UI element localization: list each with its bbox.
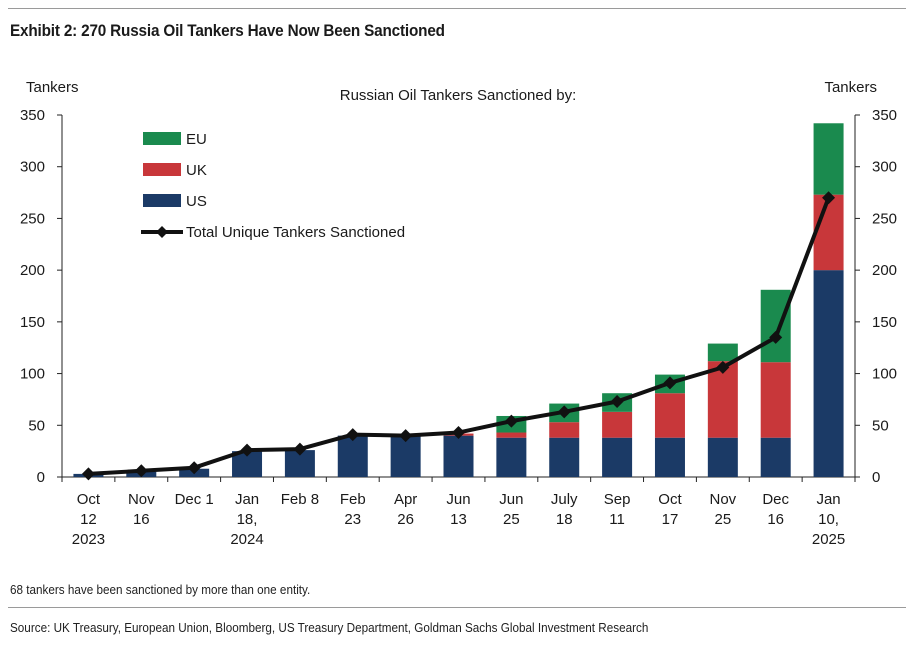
total-line-marker	[240, 443, 254, 457]
bar-us	[390, 435, 421, 477]
x-tick-label: Apr 26	[394, 491, 417, 528]
bar-us	[496, 437, 527, 477]
bar-uk	[760, 362, 791, 438]
y-axis-label-right: Tankers	[824, 79, 877, 96]
x-tick-label: Oct 12 2023	[72, 491, 105, 548]
total-line-marker	[504, 414, 518, 428]
legend-label-uk: UK	[186, 162, 207, 179]
x-tick-label: Jan 18, 2024	[230, 491, 263, 548]
total-line-marker	[187, 461, 201, 475]
y-tick-label-left: 150	[20, 314, 45, 331]
legend-label-eu: EU	[186, 131, 207, 148]
total-line-marker	[346, 428, 360, 442]
y-tick-label-right: 350	[872, 107, 897, 124]
bar-us	[337, 435, 368, 477]
bar-uk	[654, 393, 685, 438]
total-line-marker	[452, 426, 465, 440]
y-axis-label-left: Tankers	[26, 79, 79, 96]
y-tick-label-right: 100	[872, 366, 897, 383]
legend-swatch-us	[143, 194, 181, 207]
x-tick-label: Feb 23	[340, 491, 366, 528]
footnote: 68 tankers have been sanctioned by more …	[10, 582, 311, 597]
y-tick-label-left: 350	[20, 107, 45, 124]
y-tick-label-right: 0	[872, 469, 880, 486]
bar-uk	[602, 411, 633, 438]
total-line-marker	[293, 442, 307, 456]
bar-us	[443, 435, 474, 477]
y-tick-label-right: 200	[872, 262, 897, 279]
x-tick-label: July 18	[551, 491, 578, 528]
total-line-marker	[663, 376, 677, 390]
y-tick-label-right: 300	[872, 159, 897, 176]
y-tick-label-right: 50	[872, 417, 889, 434]
y-tick-label-left: 200	[20, 262, 45, 279]
chart-title: Russian Oil Tankers Sanctioned by:	[340, 87, 577, 104]
total-line-marker	[557, 405, 571, 419]
legend-line-marker	[156, 226, 168, 238]
total-line-marker	[399, 429, 413, 443]
top-rule	[8, 8, 906, 9]
x-tick-label: Jun 25	[499, 491, 523, 528]
chart: 0 0 50 50 100 100 150 150 200 200 250 250 300 300 350 3…	[20, 79, 897, 548]
x-tick-label: Oct 17	[658, 491, 682, 528]
bar-uk	[707, 361, 738, 438]
source-note: Source: UK Treasury, European Union, Blo…	[10, 620, 649, 635]
bar-us	[549, 437, 580, 477]
bar-uk	[496, 432, 527, 438]
exhibit-title: Exhibit 2: 270 Russia Oil Tankers Have N…	[10, 21, 445, 40]
x-tick-label: Nov 16	[128, 491, 155, 528]
y-tick-label-left: 250	[20, 210, 45, 227]
y-tick-label-left: 100	[20, 366, 45, 383]
total-line-marker	[610, 394, 624, 408]
bar-eu	[760, 289, 791, 363]
y-tick-label-left: 50	[28, 417, 45, 434]
x-tick-label: Nov 25	[709, 491, 736, 528]
total-line-marker	[81, 467, 95, 481]
bottom-rule	[8, 607, 906, 608]
y-tick-label-left: 0	[37, 469, 45, 486]
x-tick-label: Sep 11	[604, 491, 631, 528]
bar-eu	[813, 123, 844, 195]
bar-uk	[549, 422, 580, 438]
total-line-marker	[134, 464, 148, 478]
total-line-marker	[716, 360, 730, 374]
x-tick-label: Dec 16	[762, 491, 789, 528]
y-tick-label-right: 150	[872, 314, 897, 331]
total-line-marker	[822, 191, 836, 205]
bar-eu	[707, 343, 738, 362]
y-tick-label-left: 300	[20, 159, 45, 176]
legend-label-us: US	[186, 193, 207, 210]
legend-swatch-uk	[143, 163, 181, 176]
bar-us	[760, 437, 791, 477]
legend-label-total: Total Unique Tankers Sanctioned	[186, 224, 405, 241]
bar-us	[654, 437, 685, 477]
x-tick-label: Jan 10, 2025	[812, 491, 845, 548]
x-tick-label: Feb 8	[281, 491, 319, 508]
bar-us	[602, 437, 633, 477]
bar-us	[813, 270, 844, 477]
total-line-marker	[769, 330, 783, 344]
bar-uk	[813, 194, 844, 271]
bar-us	[707, 437, 738, 477]
x-tick-label: Jun 13	[446, 491, 470, 528]
x-tick-label: Dec 1	[175, 491, 214, 508]
legend-swatch-eu	[143, 132, 181, 145]
y-tick-label-right: 250	[872, 210, 897, 227]
